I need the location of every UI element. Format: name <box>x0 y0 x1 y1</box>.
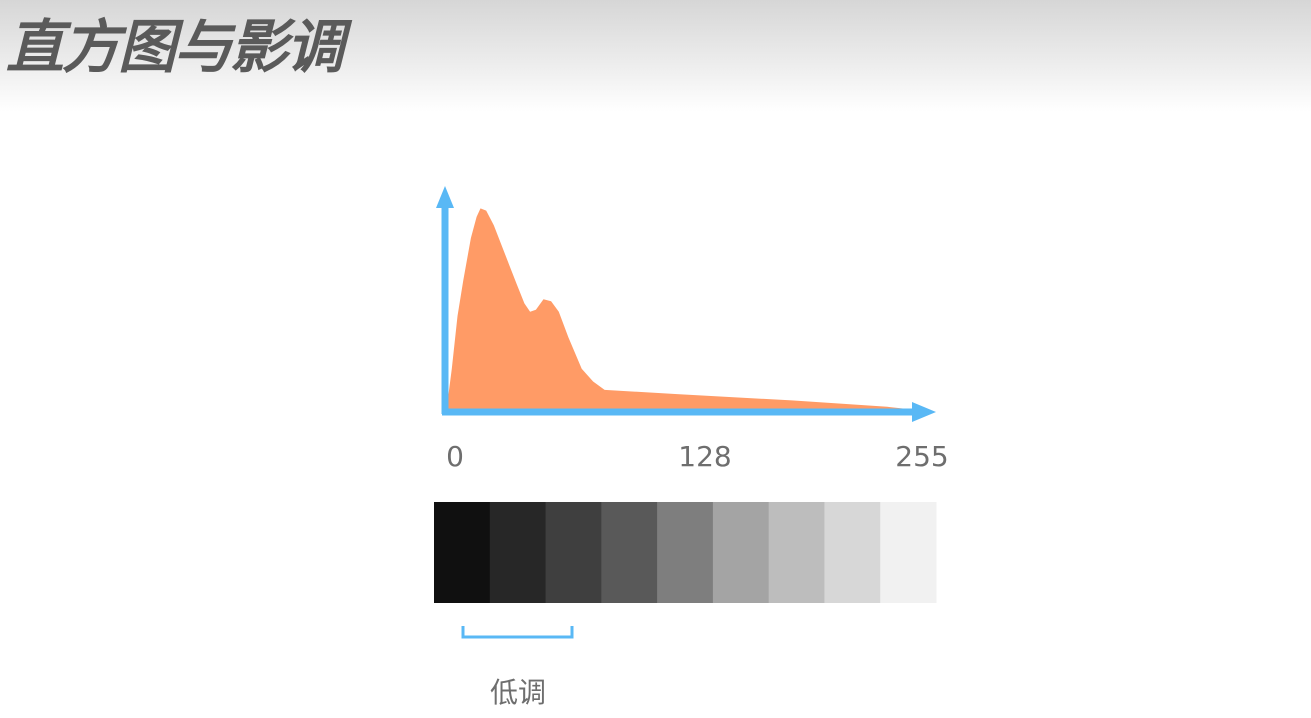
gray-swatch-6 <box>712 502 770 603</box>
x-tick-label-255: 255 <box>895 440 948 473</box>
y-axis-arrowhead <box>436 186 454 208</box>
shadow-bracket: 低调 <box>461 626 574 709</box>
x-axis-arrowhead <box>912 402 936 422</box>
gray-swatch-3 <box>545 502 602 603</box>
gray-swatch-7 <box>768 502 825 603</box>
histogram-layer <box>448 208 907 411</box>
gray-swatch-9 <box>880 502 937 603</box>
x-tick-label-0: 0 <box>446 440 464 473</box>
gray-swatch-2 <box>489 502 547 603</box>
page-title: 直方图与影调 <box>6 13 344 81</box>
axes <box>436 186 936 422</box>
x-tick-label-128: 128 <box>678 440 731 473</box>
bracket-label: 低调 <box>490 676 546 709</box>
gray-swatch-4 <box>601 502 658 603</box>
gray-swatch-8 <box>824 502 881 603</box>
gray-swatch-1 <box>434 502 491 603</box>
bracket-line <box>461 626 574 639</box>
title-banner <box>0 0 1311 112</box>
histogram-area <box>448 208 907 411</box>
gray-scale-strip <box>434 502 937 603</box>
x-tick-labels: 0 128 255 <box>446 440 949 473</box>
gray-swatch-5 <box>657 502 714 603</box>
